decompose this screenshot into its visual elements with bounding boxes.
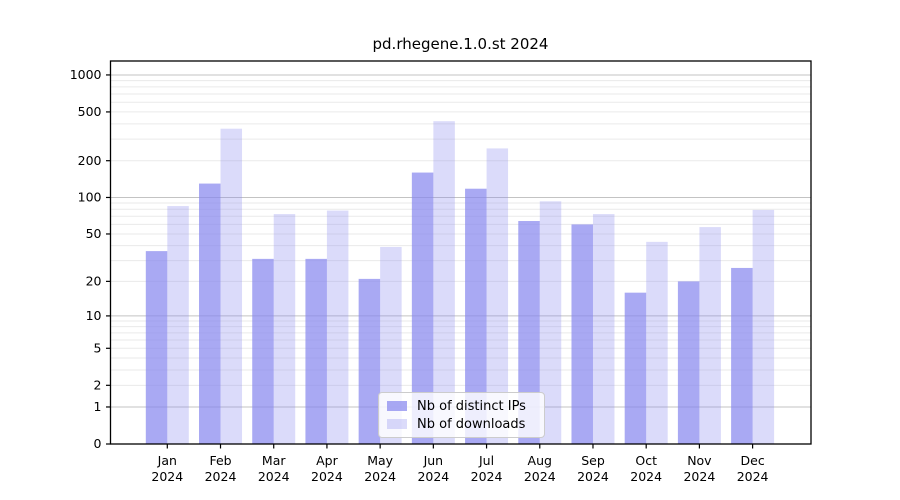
x-tick-label-month: Sep [581,453,605,468]
x-tick-label-month: Dec [741,453,765,468]
bar-nov-distinct-ips [677,281,700,444]
chart-title: pd.rhegene.1.0.st 2024 [372,35,549,53]
y-tick-label: 10 [86,308,102,323]
x-tick-label-year: 2024 [258,469,290,484]
bar-sep-distinct-ips [571,224,593,444]
bar-feb-downloads [220,128,243,444]
x-tick-label-year: 2024 [683,469,715,484]
y-tick-label: 20 [86,274,102,289]
bar-dec-distinct-ips [731,267,753,444]
x-tick-label-month: Jun [423,453,444,468]
x-tick-label-month: Oct [635,453,657,468]
x-tick-label-year: 2024 [630,469,662,484]
bar-jan-distinct-ips [145,251,168,444]
y-tick-label: 0 [94,436,102,451]
x-tick-label-month: Mar [262,453,286,468]
x-tick-label-year: 2024 [471,469,503,484]
bar-jul-distinct-ips [465,188,487,444]
y-tick-label: 5 [94,340,102,355]
bar-oct-downloads [646,241,668,444]
bar-nov-downloads [699,227,721,444]
bar-sep-downloads [592,214,615,444]
y-tick-label: 200 [78,153,102,168]
y-tick-label: 100 [78,190,102,205]
bar-jan-downloads [167,206,189,444]
bar-mar-distinct-ips [252,258,274,444]
y-tick-label: 2 [94,378,102,393]
legend-entry-distinct-ips: Nb of distinct IPs [387,398,536,415]
legend-label-downloads: Nb of downloads [417,416,526,432]
legend-swatch-ips-icon [387,401,407,411]
bar-dec-downloads [752,209,775,444]
x-tick-label-year: 2024 [311,469,343,484]
legend-entry-downloads: Nb of downloads [387,416,536,433]
x-tick-label-month: Nov [687,453,712,468]
legend-swatch-downloads-icon [387,419,407,429]
x-tick-label-year: 2024 [577,469,609,484]
x-tick-label-year: 2024 [524,469,556,484]
x-tick-label-month: May [367,453,393,468]
bar-apr-downloads [326,210,349,444]
bar-may-distinct-ips [358,278,381,444]
bar-apr-distinct-ips [305,258,327,444]
y-tick-label: 50 [86,226,102,241]
y-tick-label: 500 [78,104,102,119]
bar-jun-distinct-ips [411,172,434,444]
bar-feb-distinct-ips [199,183,221,445]
bar-jul-downloads [486,148,509,444]
x-tick-label-year: 2024 [737,469,769,484]
y-tick-label: 1000 [70,67,102,82]
x-tick-label-year: 2024 [364,469,396,484]
legend-label-distinct-ips: Nb of distinct IPs [417,398,526,414]
bar-oct-distinct-ips [624,292,647,444]
x-tick-label-year: 2024 [417,469,449,484]
x-tick-label-month: Apr [316,453,338,468]
x-tick-label-month: Aug [528,453,552,468]
legend: Nb of distinct IPs Nb of downloads [378,392,545,438]
y-tick-label: 1 [94,399,102,414]
x-tick-label-year: 2024 [205,469,237,484]
plot-border [109,60,812,445]
bar-jun-downloads [433,121,455,444]
x-tick-label-month: Jan [157,453,177,468]
bar-aug-downloads [539,201,562,444]
x-tick-label-year: 2024 [151,469,183,484]
bar-aug-distinct-ips [518,221,540,444]
x-tick-label-month: Jul [478,453,494,468]
x-tick-label-month: Feb [209,453,231,468]
bar-mar-downloads [273,214,296,444]
